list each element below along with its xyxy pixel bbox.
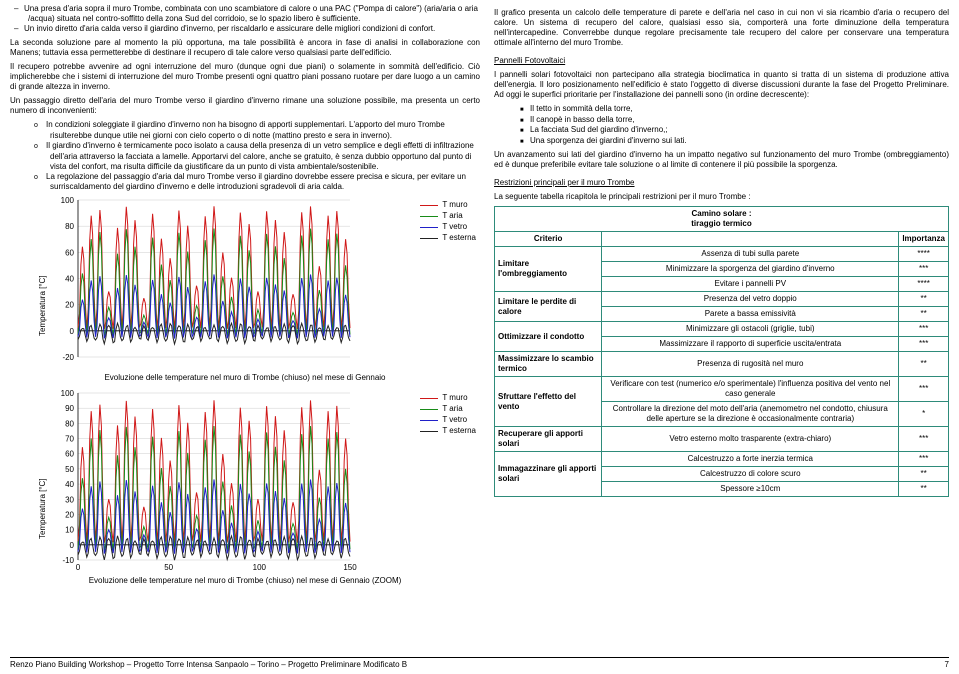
bullet-top-0: Una presa d'aria sopra il muro Trombe, c… — [28, 4, 480, 24]
table-col-importanza: Importanza — [899, 232, 949, 247]
table-importance: ** — [899, 352, 949, 377]
svg-text:50: 50 — [65, 465, 74, 474]
svg-text:-10: -10 — [62, 556, 74, 565]
table-group: Immagazzinare gli apporti solari — [495, 452, 602, 497]
legend-label: T aria — [442, 211, 462, 221]
svg-text:40: 40 — [65, 275, 74, 284]
para-2: Il recupero potrebbe avvenire ad ogni in… — [10, 62, 480, 92]
table-importance: *** — [899, 337, 949, 352]
legend-label: T aria — [442, 404, 462, 414]
svg-text:-20: -20 — [62, 353, 74, 362]
bullet-pv-2: La facciata Sud del giardino d'inverno,; — [534, 125, 949, 136]
right-para-top: Il grafico presenta un calcolo delle tem… — [494, 8, 949, 48]
table-importance: **** — [899, 277, 949, 292]
svg-text:40: 40 — [65, 480, 74, 489]
table-importance: *** — [899, 377, 949, 402]
table-importance: ** — [899, 292, 949, 307]
table-cell: Controllare la direzione del moto dell'a… — [602, 402, 899, 427]
footer-left: Renzo Piano Building Workshop – Progetto… — [10, 660, 407, 670]
right-para-pv: I pannelli solari fotovoltaici non parte… — [494, 70, 949, 100]
table-importance: ** — [899, 467, 949, 482]
svg-text:20: 20 — [65, 301, 74, 310]
chart1-ylabel: Temperatura [°C] — [38, 276, 48, 337]
svg-text:80: 80 — [65, 222, 74, 231]
chart1-caption: Evoluzione delle temperature nel muro di… — [10, 373, 480, 383]
table-cell: Spessore ≥10cm — [602, 482, 899, 497]
table-cell: Presenza del vetro doppio — [602, 292, 899, 307]
para-3: Un passaggio diretto dell'aria del muro … — [10, 96, 480, 116]
svg-text:0: 0 — [70, 541, 75, 550]
table-importance: ** — [899, 482, 949, 497]
right-para-restr: La seguente tabella ricapitola le princi… — [494, 192, 949, 202]
table-cell: Minimizzare la sporgenza del giardino d'… — [602, 262, 899, 277]
svg-text:20: 20 — [65, 511, 74, 520]
svg-text:50: 50 — [164, 563, 173, 572]
legend-label: T esterna — [442, 426, 476, 436]
legend-label: T vetro — [442, 415, 467, 425]
chart2-ylabel: Temperatura [°C] — [38, 479, 48, 540]
bullet-pv-3: Una sporgenza dei giardini d'inverno sui… — [534, 136, 949, 147]
table-cell: Assenza di tubi sulla parete — [602, 247, 899, 262]
chart1-legend: T muroT ariaT vetroT esterna — [420, 200, 476, 244]
table-cell: Presenza di rugosità nel muro — [602, 352, 899, 377]
table-header-main: Camino solare : tiraggio termico — [495, 207, 949, 232]
legend-label: T vetro — [442, 222, 467, 232]
legend-label: T muro — [442, 200, 467, 210]
table-importance: ** — [899, 307, 949, 322]
bullet-top-1: Un invio diretto d'aria calda verso il g… — [28, 24, 480, 34]
chart-2: Temperatura [°C] -1001020304050607080901… — [50, 389, 480, 574]
table-cell: Calcestruzzo a forte inerzia termica — [602, 452, 899, 467]
right-para-pv2: Un avanzamento sui lati del giardino d'i… — [494, 150, 949, 170]
chart2-caption: Evoluzione delle temperature nel muro di… — [10, 576, 480, 586]
bullet-pv-0: Il tetto in sommità della torre, — [534, 104, 949, 115]
legend-label: T muro — [442, 393, 467, 403]
para-1: La seconda soluzione pare al momento la … — [10, 38, 480, 58]
heading-pv: Pannelli Fotovoltaici — [494, 56, 949, 66]
table-cell: Parete a bassa emissività — [602, 307, 899, 322]
svg-text:100: 100 — [253, 563, 267, 572]
table-group: Limitare le perdite di calore — [495, 292, 602, 322]
table-importance: **** — [899, 247, 949, 262]
svg-text:100: 100 — [61, 389, 75, 398]
table-cell: Minimizzare gli ostacoli (griglie, tubi) — [602, 322, 899, 337]
table-group: Recuperare gli apporti solari — [495, 427, 602, 452]
restrictions-table: Camino solare : tiraggio termico Criteri… — [494, 206, 949, 497]
table-col-criterio: Criterio — [495, 232, 602, 247]
svg-text:90: 90 — [65, 404, 74, 413]
legend-label: T esterna — [442, 233, 476, 243]
table-group: Massimizzare lo scambio termico — [495, 352, 602, 377]
table-col-spacer — [602, 232, 899, 247]
footer-page: 7 — [945, 660, 949, 670]
svg-text:60: 60 — [65, 249, 74, 258]
svg-text:80: 80 — [65, 420, 74, 429]
bullet-circ-0: In condizioni soleggiate il giardino d'i… — [50, 120, 480, 141]
svg-text:10: 10 — [65, 526, 74, 535]
table-group: Limitare l'ombreggiamento — [495, 247, 602, 292]
svg-text:0: 0 — [70, 327, 75, 336]
table-importance: *** — [899, 452, 949, 467]
bullet-circ-1: Il giardino d'inverno è termicamente poc… — [50, 141, 480, 172]
svg-text:30: 30 — [65, 496, 74, 505]
table-cell: Vetro esterno molto trasparente (extra-c… — [602, 427, 899, 452]
svg-text:150: 150 — [343, 563, 357, 572]
table-cell: Evitare i pannelli PV — [602, 277, 899, 292]
svg-text:100: 100 — [61, 196, 75, 205]
table-importance: *** — [899, 427, 949, 452]
table-importance: *** — [899, 322, 949, 337]
chart-1: Temperatura [°C] -20020406080100 T muroT… — [50, 196, 480, 371]
bullet-pv-1: Il canopè in basso della torre, — [534, 115, 949, 126]
svg-text:70: 70 — [65, 435, 74, 444]
table-cell: Verificare con test (numerico e/o sperim… — [602, 377, 899, 402]
table-importance: *** — [899, 262, 949, 277]
table-cell: Calcestruzzo di colore scuro — [602, 467, 899, 482]
heading-restr: Restrizioni principali per il muro Tromb… — [494, 178, 949, 188]
svg-text:60: 60 — [65, 450, 74, 459]
table-group: Sfruttare l'effetto del vento — [495, 377, 602, 427]
chart2-legend: T muroT ariaT vetroT esterna — [420, 393, 476, 437]
bullet-circ-2: La regolazione del passaggio d'aria dal … — [50, 172, 480, 193]
table-group: Ottimizzare il condotto — [495, 322, 602, 352]
table-cell: Massimizzare il rapporto di superficie u… — [602, 337, 899, 352]
svg-text:0: 0 — [76, 563, 81, 572]
table-importance: * — [899, 402, 949, 427]
